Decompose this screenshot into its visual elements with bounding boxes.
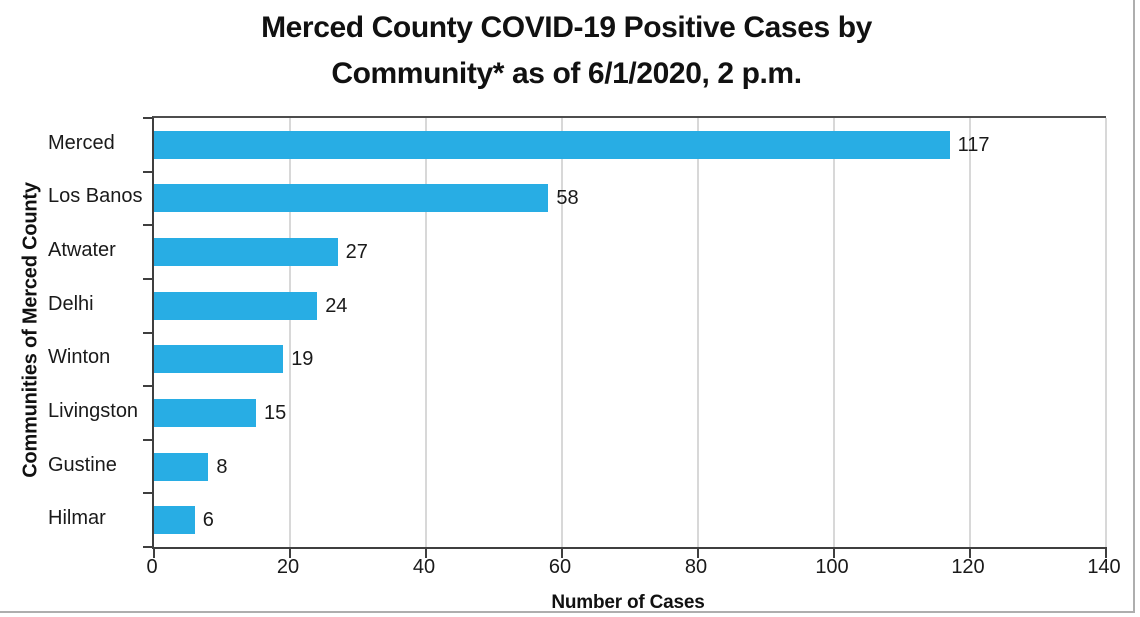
gridline-20: [289, 118, 291, 547]
y-axis-tick: [143, 438, 152, 441]
category-label: Livingston: [48, 399, 139, 422]
x-tick-label-140: 140: [1087, 556, 1121, 578]
category-label: Los Banos: [48, 185, 143, 208]
gridline-60: [561, 118, 563, 547]
y-axis-title: Communities of Merced County: [19, 182, 42, 478]
x-tick-label-100: 100: [815, 556, 849, 578]
x-axis-title: Number of Cases: [551, 592, 705, 613]
y-axis-tick: [143, 492, 152, 495]
category-label: Gustine: [48, 453, 117, 476]
y-axis-tick: [143, 117, 152, 119]
bar-merced: [154, 130, 950, 159]
category-axis-labels: Merced Los Banos Atwater Delhi Winton Livings…: [48, 116, 150, 545]
bar-gustine: [154, 452, 209, 481]
category-label: Delhi: [48, 292, 94, 315]
y-axis-tick: [143, 277, 152, 280]
category-label: Hilmar: [48, 507, 106, 530]
x-tick-label-120: 120: [951, 556, 985, 578]
bar-delhi: [154, 291, 318, 320]
x-axis-tick: [289, 547, 291, 558]
bar-winton: [154, 345, 284, 374]
y-axis-tick: [143, 331, 152, 334]
bar-los-banos: [154, 184, 549, 213]
bar-atwater: [154, 238, 338, 267]
gridline-80: [697, 118, 699, 547]
x-tick-label-60: 60: [548, 556, 572, 578]
chart-title-line-1: Merced County COVID-19 Positive Cases by: [261, 11, 872, 44]
x-tick-label-20: 20: [276, 556, 300, 578]
x-axis-tick: [833, 547, 835, 558]
x-axis-tick: [425, 547, 427, 558]
x-axis-tick: [969, 547, 971, 558]
x-tick-label-0: 0: [146, 556, 158, 578]
category-label: Merced: [48, 131, 115, 154]
bar-value-label: 8: [216, 455, 228, 478]
x-axis-tick: [153, 547, 155, 558]
bar-livingston: [154, 398, 256, 427]
x-axis-tick: [561, 547, 563, 558]
y-axis-tick: [143, 170, 152, 173]
bar-value-label: 15: [264, 401, 287, 424]
x-tick-label-40: 40: [412, 556, 436, 578]
bar-value-label: 117: [957, 133, 990, 156]
y-axis-tick: [143, 385, 152, 388]
x-tick-label-80: 80: [684, 556, 708, 578]
chart-title-line-2: Community* as of 6/1/2020, 2 p.m.: [331, 57, 802, 90]
gridline-100: [833, 118, 835, 547]
y-axis-tick: [143, 546, 152, 548]
x-axis-tick-labels: 0 20 40 60 80 100 120 140: [146, 556, 1120, 580]
y-axis-tick: [143, 224, 152, 227]
category-label: Winton: [48, 346, 111, 369]
bar-value-label: 6: [202, 509, 214, 532]
x-axis-tick: [1105, 547, 1107, 558]
category-label: Atwater: [48, 239, 116, 262]
plot-area: 117 58 27 24 19 15 8 6: [143, 116, 1107, 558]
chart-title: Merced County COVID-19 Positive Cases by…: [0, 5, 1133, 97]
bar-value-label: 58: [556, 187, 579, 210]
gridline-40: [425, 118, 427, 547]
gridline-140: [1105, 118, 1107, 547]
gridline-120: [969, 118, 971, 547]
x-axis-tick: [697, 547, 699, 558]
bar-hilmar: [154, 506, 195, 535]
bar-value-label: 19: [291, 348, 314, 371]
bar-value-label: 27: [345, 241, 368, 264]
bar-value-label: 24: [325, 294, 348, 317]
